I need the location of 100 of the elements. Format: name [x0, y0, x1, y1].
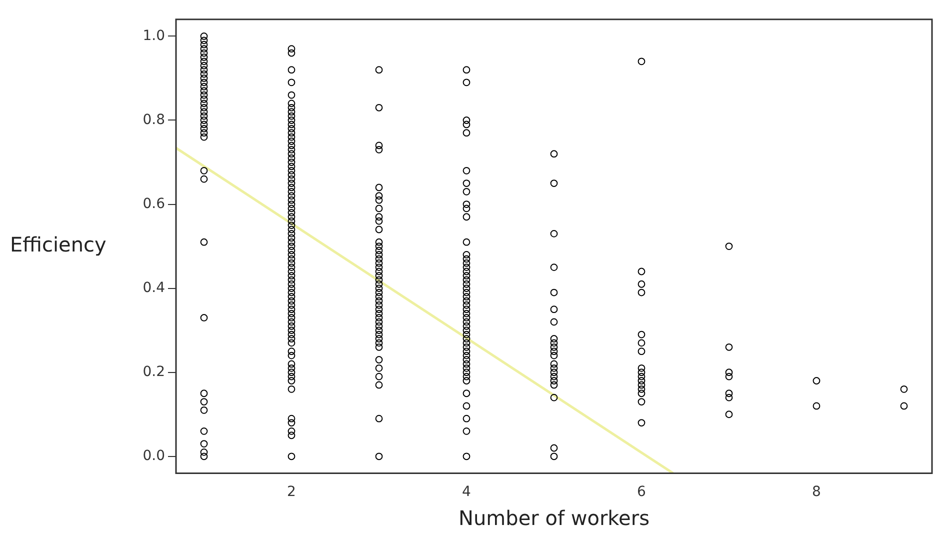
point: [462, 116, 470, 124]
point: [550, 372, 558, 380]
point: [375, 104, 383, 112]
point: [462, 166, 470, 174]
point: [462, 414, 470, 422]
point: [638, 364, 646, 372]
point: [375, 335, 383, 342]
point: [375, 238, 383, 246]
point: [375, 293, 383, 300]
point: [550, 150, 558, 158]
point: [200, 104, 208, 112]
point: [638, 368, 646, 376]
point: [638, 377, 646, 384]
point: [462, 188, 470, 196]
point: [462, 348, 470, 356]
point: [200, 314, 208, 322]
y-tick-label: 0.2: [142, 364, 165, 380]
point: [900, 402, 908, 410]
point: [462, 238, 470, 246]
point: [200, 166, 208, 174]
point: [638, 372, 646, 380]
point: [462, 390, 470, 398]
point: [462, 326, 470, 334]
point: [638, 398, 646, 406]
point: [638, 381, 646, 389]
point: [462, 339, 470, 347]
point: [200, 32, 208, 40]
y-axis-title: Efficiency: [10, 232, 106, 257]
point: [725, 368, 733, 376]
point: [725, 390, 733, 398]
point: [375, 196, 383, 204]
point: [375, 452, 383, 460]
point: [200, 108, 208, 116]
point: [375, 242, 383, 250]
point: [550, 348, 558, 356]
point: [638, 419, 646, 426]
point: [462, 377, 470, 384]
point: [375, 259, 383, 267]
point: [200, 82, 208, 90]
point: [375, 142, 383, 150]
point: [375, 326, 383, 334]
point: [550, 306, 558, 314]
point: [550, 264, 558, 272]
point: [550, 364, 558, 372]
point: [375, 272, 383, 280]
point: [375, 217, 383, 225]
point: [638, 288, 646, 296]
point: [462, 120, 470, 128]
point: [200, 452, 208, 460]
point: [462, 284, 470, 292]
point: [638, 390, 646, 398]
point: [550, 318, 558, 326]
point: [550, 381, 558, 389]
y-tick-label: 0.8: [142, 112, 165, 128]
point: [462, 343, 470, 351]
point: [375, 414, 383, 422]
point: [375, 246, 383, 254]
point: [550, 343, 558, 351]
point: [462, 204, 470, 212]
point: [725, 343, 733, 351]
point: [200, 54, 208, 61]
point: [375, 310, 383, 318]
point: [462, 330, 470, 338]
point: [375, 288, 383, 296]
point: [462, 402, 470, 410]
point: [550, 339, 558, 347]
point: [375, 251, 383, 258]
point: [200, 49, 208, 57]
point: [375, 339, 383, 347]
point: [462, 293, 470, 300]
point: [375, 284, 383, 292]
point: [200, 62, 208, 70]
point: [638, 268, 646, 276]
point: [200, 406, 208, 414]
point: [550, 180, 558, 187]
point: [462, 264, 470, 272]
point: [200, 58, 208, 66]
point: [550, 444, 558, 452]
point: [200, 120, 208, 128]
point: [375, 268, 383, 276]
point: [550, 288, 558, 296]
point: [375, 364, 383, 372]
point: [200, 175, 208, 183]
point: [375, 330, 383, 338]
point: [462, 335, 470, 342]
point: [462, 427, 470, 435]
point: [200, 96, 208, 103]
point: [462, 322, 470, 330]
point: [200, 78, 208, 86]
point: [375, 255, 383, 263]
point: [200, 87, 208, 95]
point: [462, 259, 470, 267]
point: [375, 297, 383, 305]
x-tick-label: 4: [462, 484, 472, 500]
point: [462, 180, 470, 187]
point: [375, 318, 383, 326]
point: [550, 377, 558, 384]
point: [550, 368, 558, 376]
y-tick-label: 0.6: [142, 196, 166, 212]
point: [638, 385, 646, 393]
